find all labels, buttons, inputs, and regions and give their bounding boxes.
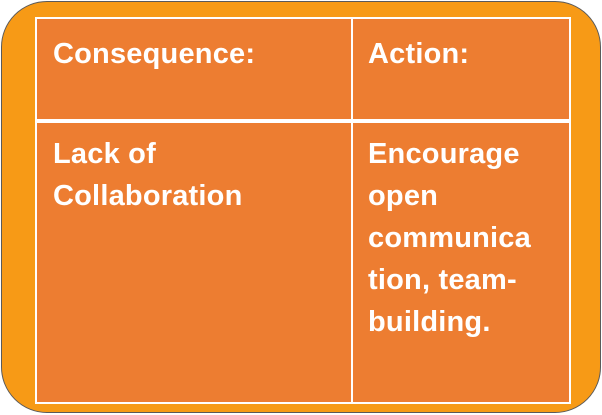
action-line: Encourage (368, 138, 520, 170)
column-divider (351, 19, 353, 402)
header-action: Action: (368, 38, 470, 70)
consequence-action-table: Consequence: Action: Lack of Collaborati… (35, 17, 571, 404)
cell-action: Encourage open communica tion, team- bui… (368, 133, 568, 343)
action-line: tion, team- (368, 264, 517, 296)
action-line: open (368, 180, 439, 212)
action-line: communica (368, 222, 531, 254)
action-line: building. (368, 306, 491, 338)
consequence-line: Collaboration (53, 180, 243, 212)
header-divider (37, 119, 569, 123)
consequence-line: Lack of (53, 138, 156, 170)
cell-consequence: Lack of Collaboration (53, 133, 343, 217)
header-consequence: Consequence: (53, 38, 256, 70)
